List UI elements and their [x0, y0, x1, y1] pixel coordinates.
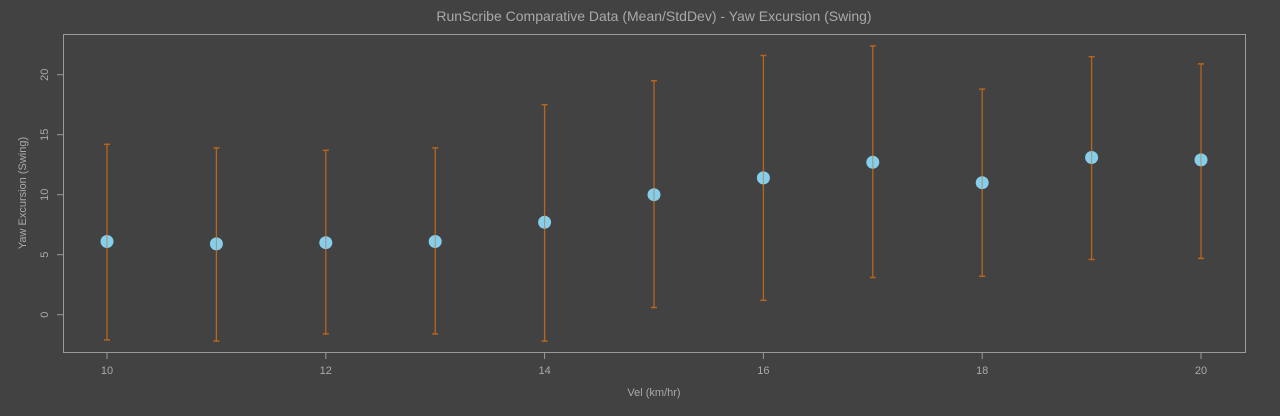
x-tick-label: 10: [101, 365, 113, 377]
y-tick-label: 0: [39, 312, 51, 318]
x-tick-label: 16: [757, 365, 769, 377]
chart-title: RunScribe Comparative Data (Mean/StdDev)…: [436, 8, 871, 24]
x-tick-label: 12: [320, 365, 332, 377]
x-tick-label: 14: [538, 365, 550, 377]
plot-frame: [63, 34, 1246, 353]
y-tick-label: 15: [39, 129, 51, 141]
mean-points: [100, 151, 1208, 251]
x-tick-label: 18: [976, 365, 988, 377]
y-tick-label: 20: [39, 69, 51, 81]
y-axis-label: Yaw Excursion (Swing): [17, 137, 29, 249]
y-axis: 0 5 10 15 20: [39, 69, 64, 318]
y-tick-label: 10: [39, 189, 51, 201]
y-tick-label: 5: [39, 252, 51, 258]
x-axis-label: Vel (km/hr): [627, 387, 680, 399]
x-axis: 10 12 14 16 18 20: [101, 352, 1207, 377]
x-tick-label: 20: [1195, 365, 1207, 377]
